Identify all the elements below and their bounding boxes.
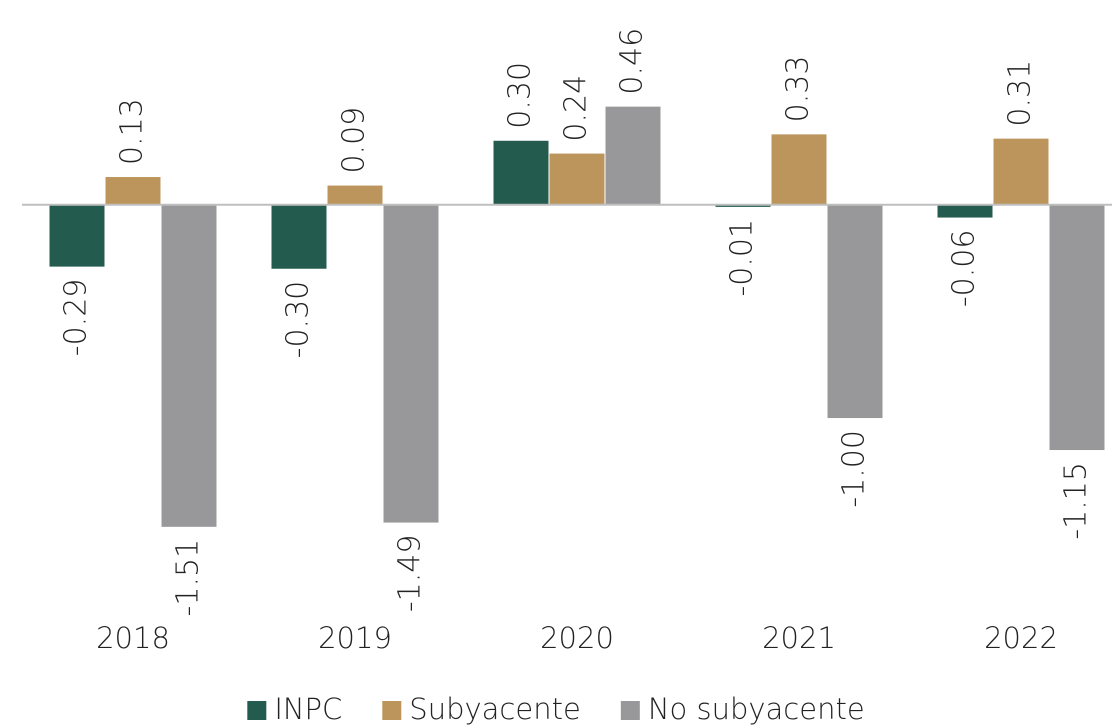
x-tick-label: 2018 [96,621,170,655]
bar [827,204,883,419]
legend-swatch [247,701,267,720]
legend-swatch [620,701,640,720]
data-label: -1.51 [171,539,206,617]
bar [715,204,771,207]
bar [161,204,217,527]
data-label: -0.01 [725,219,760,297]
legend-label: Subyacente [409,692,581,726]
bar [105,177,161,205]
data-label: 0.46 [615,28,650,95]
legend-label: INPC [274,692,342,726]
data-label: 0.13 [115,98,150,165]
data-label: -1.49 [393,535,428,613]
bar [1049,204,1105,451]
legend-label: No subyacente [648,692,865,726]
legend-swatch [382,701,402,720]
data-label: 0.24 [559,75,594,142]
data-label: -1.00 [837,430,872,508]
data-label: -0.06 [947,230,982,308]
bar [937,204,993,218]
x-tick-label: 2020 [540,621,614,655]
bar [383,204,439,523]
bar [549,153,605,205]
data-label: -0.29 [59,279,94,357]
x-tick-label: 2021 [762,621,836,655]
bar [49,204,105,267]
data-label: 0.30 [503,62,538,129]
bar [605,106,661,205]
data-label: -1.15 [1059,462,1094,540]
data-label: 0.33 [781,56,816,123]
bar [993,138,1049,205]
bar [493,140,549,205]
bar [327,185,383,205]
data-label: -0.30 [281,281,316,359]
data-label: 0.31 [1003,60,1038,127]
x-tick-label: 2019 [318,621,392,655]
data-label: 0.09 [337,107,372,174]
x-tick-label: 2022 [984,621,1058,655]
bar [271,204,327,269]
bar [771,134,827,205]
